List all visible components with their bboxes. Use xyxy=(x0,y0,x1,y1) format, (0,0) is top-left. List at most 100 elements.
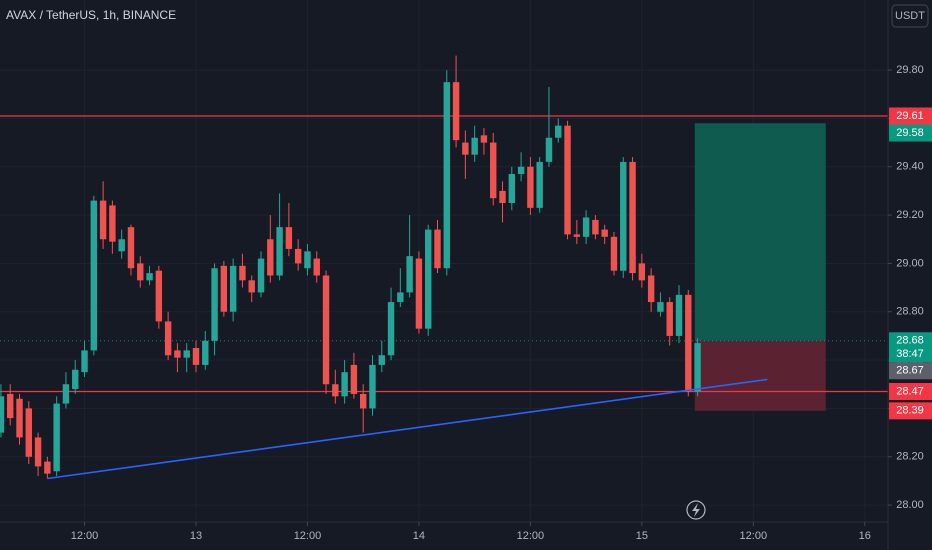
candle-body xyxy=(81,350,88,373)
candle-body xyxy=(462,142,469,155)
candle-body xyxy=(137,263,144,281)
y-tick-label: 29.40 xyxy=(896,161,924,173)
candle-body xyxy=(517,166,525,174)
candle-body xyxy=(109,205,116,242)
candle-body xyxy=(248,280,255,293)
candle-body xyxy=(341,372,348,397)
candle-body xyxy=(118,239,125,252)
candle-body xyxy=(16,398,23,438)
candle-body xyxy=(44,461,51,474)
candle-body xyxy=(685,294,692,392)
candle-body xyxy=(425,229,432,329)
candle-body xyxy=(638,263,646,281)
candle-body xyxy=(313,258,320,276)
candle-body xyxy=(72,369,79,390)
price-label: 28.39 xyxy=(896,405,924,417)
candle-body xyxy=(285,227,293,249)
y-tick-label: 28.80 xyxy=(896,306,924,318)
x-tick-label: 12:00 xyxy=(294,530,322,542)
candle-body xyxy=(239,265,246,281)
x-tick-label: 12:00 xyxy=(517,530,545,542)
candle-body xyxy=(397,292,404,303)
candle-body xyxy=(369,364,376,409)
candle-body xyxy=(99,200,107,240)
candle-body xyxy=(294,248,302,264)
y-tick-label: 29.00 xyxy=(896,257,924,269)
price-label: 29.58 xyxy=(896,127,924,139)
candle-body xyxy=(276,227,283,276)
candle-body xyxy=(629,161,636,274)
candle-body xyxy=(155,270,163,322)
x-tick-label: 14 xyxy=(413,530,425,542)
candle-body xyxy=(555,125,562,138)
candle-body xyxy=(490,142,497,199)
candle-body xyxy=(573,234,581,237)
icon-bolt[interactable] xyxy=(692,503,700,517)
candle-body xyxy=(34,437,42,467)
y-tick-label: 28.00 xyxy=(896,499,924,511)
y-tick-label: 29.80 xyxy=(896,64,924,76)
icon-circle[interactable] xyxy=(686,500,706,520)
candle-body xyxy=(146,273,153,281)
candle-body xyxy=(62,384,70,404)
price-label-box xyxy=(889,124,932,142)
candle-body xyxy=(164,321,172,356)
price-label-box xyxy=(889,107,932,125)
candle-body xyxy=(620,161,627,271)
candle-body xyxy=(564,125,571,235)
candle-body xyxy=(332,384,339,397)
price-label-box xyxy=(889,362,932,380)
price-label-box xyxy=(889,402,932,420)
candle-body xyxy=(592,219,599,235)
candle-body xyxy=(378,355,385,365)
candle-body xyxy=(527,166,534,208)
candle-body xyxy=(434,229,441,269)
candle-body xyxy=(25,408,32,457)
candle-body xyxy=(647,275,655,303)
candle-body xyxy=(387,302,395,356)
candle-body xyxy=(192,348,200,365)
candle-body xyxy=(499,190,506,203)
x-tick-label: 16 xyxy=(859,530,871,542)
replay-icon[interactable] xyxy=(686,500,706,520)
candle-body xyxy=(202,340,209,365)
candle-body xyxy=(211,268,218,341)
candle-body xyxy=(415,258,423,329)
candle-body xyxy=(257,258,265,293)
candle-body xyxy=(582,217,590,237)
candle-body xyxy=(601,229,608,237)
currency-button[interactable] xyxy=(891,4,929,28)
candle-body xyxy=(694,343,701,392)
x-tick-label: 13 xyxy=(190,530,202,542)
profit-zone xyxy=(694,123,826,341)
candle-body xyxy=(536,161,543,208)
candle-body xyxy=(610,236,618,271)
candle-body xyxy=(127,227,135,269)
countdown: 38:47 xyxy=(896,348,924,360)
candle-body xyxy=(657,302,664,312)
price-label: 29.61 xyxy=(896,110,924,122)
price-label: 28.68 xyxy=(896,335,924,347)
y-tick-label: 28.20 xyxy=(896,451,924,463)
y-tick-label: 29.20 xyxy=(896,209,924,221)
x-tick-label: 12:00 xyxy=(740,530,768,542)
x-tick-label: 12:00 xyxy=(71,530,99,542)
candle-body xyxy=(267,239,274,276)
currency-label[interactable]: USDT xyxy=(895,10,925,22)
candle-body xyxy=(0,396,5,433)
candle-body xyxy=(508,174,516,203)
x-tick-label: 15 xyxy=(636,530,648,542)
candle-body xyxy=(53,403,60,472)
candle-body xyxy=(322,275,330,385)
candle-body xyxy=(666,302,673,336)
candle-body xyxy=(304,251,311,269)
price-label-box xyxy=(889,332,932,363)
candle-body xyxy=(183,350,190,358)
candle-body xyxy=(443,82,450,269)
candle-body xyxy=(471,137,478,155)
trendline xyxy=(47,378,768,480)
price-label: 28.67 xyxy=(896,365,924,377)
candle-body xyxy=(174,350,181,358)
loss-zone xyxy=(694,340,826,411)
